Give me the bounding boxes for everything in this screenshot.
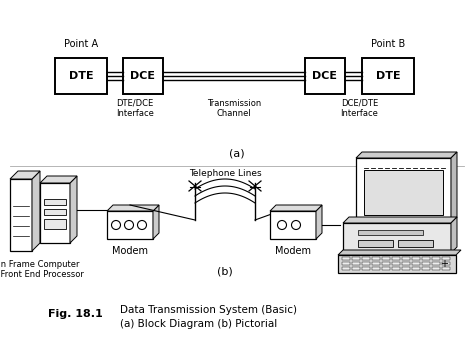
FancyBboxPatch shape — [398, 240, 433, 247]
Polygon shape — [10, 171, 40, 179]
Polygon shape — [356, 152, 457, 158]
Polygon shape — [316, 205, 322, 239]
FancyBboxPatch shape — [358, 230, 423, 235]
Text: Transmission
Channel: Transmission Channel — [207, 99, 261, 118]
FancyBboxPatch shape — [412, 262, 420, 265]
Polygon shape — [40, 176, 77, 183]
FancyBboxPatch shape — [422, 266, 430, 270]
FancyBboxPatch shape — [362, 58, 414, 94]
FancyBboxPatch shape — [432, 256, 440, 260]
Text: (b): (b) — [217, 266, 233, 276]
FancyBboxPatch shape — [364, 170, 443, 215]
FancyBboxPatch shape — [352, 262, 360, 265]
FancyBboxPatch shape — [372, 262, 380, 265]
FancyBboxPatch shape — [362, 262, 370, 265]
FancyBboxPatch shape — [362, 256, 370, 260]
FancyBboxPatch shape — [55, 58, 107, 94]
Polygon shape — [270, 205, 322, 211]
Polygon shape — [107, 205, 159, 211]
Text: Main Frame Computer
and Front End Processor: Main Frame Computer and Front End Proces… — [0, 260, 84, 280]
FancyBboxPatch shape — [402, 256, 410, 260]
Text: +: + — [440, 259, 448, 269]
Text: DCE: DCE — [312, 71, 337, 81]
FancyBboxPatch shape — [44, 219, 66, 229]
FancyBboxPatch shape — [382, 256, 390, 260]
Text: Fig. 18.1: Fig. 18.1 — [48, 309, 103, 319]
Text: DTE: DTE — [69, 71, 93, 81]
FancyBboxPatch shape — [352, 266, 360, 270]
FancyBboxPatch shape — [442, 262, 450, 265]
Text: Data Transmission System (Basic): Data Transmission System (Basic) — [120, 305, 297, 315]
Text: Telephone Lines: Telephone Lines — [189, 169, 261, 178]
FancyBboxPatch shape — [123, 58, 163, 94]
FancyBboxPatch shape — [442, 256, 450, 260]
FancyBboxPatch shape — [382, 262, 390, 265]
Text: Point B: Point B — [371, 39, 405, 49]
FancyBboxPatch shape — [342, 262, 350, 265]
FancyBboxPatch shape — [432, 262, 440, 265]
FancyBboxPatch shape — [382, 266, 390, 270]
FancyBboxPatch shape — [338, 255, 456, 273]
FancyBboxPatch shape — [362, 266, 370, 270]
FancyBboxPatch shape — [392, 266, 400, 270]
FancyBboxPatch shape — [392, 256, 400, 260]
FancyBboxPatch shape — [342, 266, 350, 270]
Polygon shape — [451, 152, 457, 223]
Text: Modem: Modem — [275, 246, 311, 256]
Text: Modem: Modem — [112, 246, 148, 256]
FancyBboxPatch shape — [412, 266, 420, 270]
FancyBboxPatch shape — [343, 223, 451, 253]
FancyBboxPatch shape — [356, 158, 451, 223]
Polygon shape — [451, 217, 457, 253]
FancyBboxPatch shape — [432, 266, 440, 270]
Polygon shape — [343, 217, 457, 223]
FancyBboxPatch shape — [270, 211, 316, 239]
Polygon shape — [153, 205, 159, 239]
FancyBboxPatch shape — [422, 256, 430, 260]
FancyBboxPatch shape — [107, 211, 153, 239]
Polygon shape — [32, 171, 40, 251]
FancyBboxPatch shape — [372, 266, 380, 270]
FancyBboxPatch shape — [422, 262, 430, 265]
FancyBboxPatch shape — [305, 58, 345, 94]
FancyBboxPatch shape — [402, 266, 410, 270]
Text: DTE/DCE
Interface: DTE/DCE Interface — [116, 99, 154, 118]
FancyBboxPatch shape — [372, 256, 380, 260]
FancyBboxPatch shape — [352, 256, 360, 260]
FancyBboxPatch shape — [10, 179, 32, 251]
Text: DCE/DTE
Interface: DCE/DTE Interface — [340, 99, 378, 118]
FancyBboxPatch shape — [44, 199, 66, 205]
FancyBboxPatch shape — [392, 262, 400, 265]
Polygon shape — [338, 250, 461, 255]
FancyBboxPatch shape — [44, 209, 66, 215]
FancyBboxPatch shape — [40, 183, 70, 243]
Polygon shape — [70, 176, 77, 243]
FancyBboxPatch shape — [442, 266, 450, 270]
Text: DTE: DTE — [376, 71, 401, 81]
Text: (a) Block Diagram (b) Pictorial: (a) Block Diagram (b) Pictorial — [120, 319, 277, 329]
FancyBboxPatch shape — [358, 240, 393, 247]
FancyBboxPatch shape — [412, 256, 420, 260]
FancyBboxPatch shape — [402, 262, 410, 265]
Text: (a): (a) — [229, 149, 245, 159]
Text: DCE: DCE — [130, 71, 155, 81]
Text: Point A: Point A — [64, 39, 98, 49]
FancyBboxPatch shape — [342, 256, 350, 260]
